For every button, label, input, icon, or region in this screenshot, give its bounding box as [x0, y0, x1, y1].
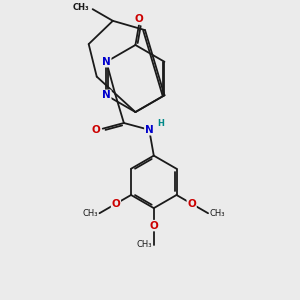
Text: O: O: [149, 220, 158, 231]
Text: O: O: [135, 14, 144, 24]
Text: N: N: [102, 90, 111, 100]
Text: CH₃: CH₃: [209, 209, 225, 218]
Text: CH₃: CH₃: [82, 209, 98, 218]
Text: O: O: [91, 125, 100, 135]
Text: O: O: [112, 199, 120, 209]
Text: N: N: [145, 125, 154, 135]
Text: N: N: [102, 57, 111, 67]
Text: CH₃: CH₃: [73, 3, 90, 12]
Text: H: H: [158, 119, 164, 128]
Text: CH₃: CH₃: [137, 240, 152, 249]
Text: O: O: [187, 199, 196, 209]
